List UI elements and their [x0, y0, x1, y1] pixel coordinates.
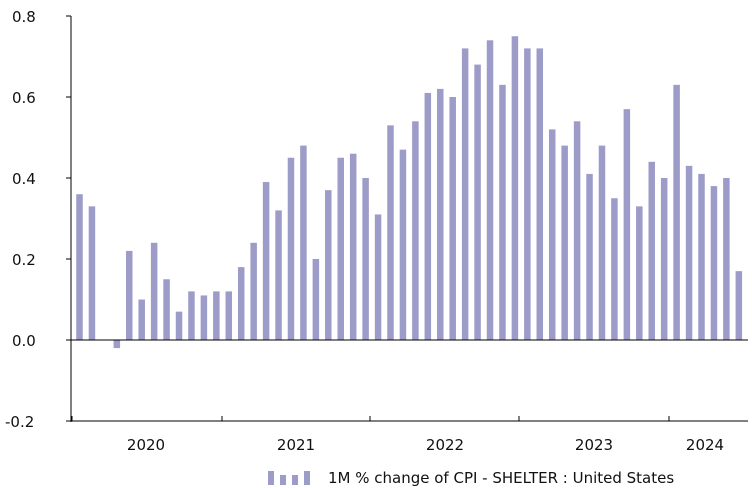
- bar: [213, 291, 220, 340]
- bar: [126, 250, 133, 340]
- bar: [312, 259, 320, 340]
- bar: [573, 121, 581, 340]
- bar: [200, 295, 208, 340]
- legend-swatch-bar: [292, 475, 298, 485]
- bar: [88, 206, 96, 340]
- legend-label: 1M % change of CPI - SHELTER : United St…: [328, 469, 674, 487]
- legend: 1M % change of CPI - SHELTER : United St…: [268, 469, 674, 487]
- bar: [188, 291, 195, 340]
- bar: [437, 88, 444, 341]
- y-tick-label: -0.2: [5, 413, 34, 431]
- bar: [636, 206, 643, 340]
- legend-swatch: [268, 471, 310, 485]
- x-tick-label: 2020: [127, 436, 165, 454]
- bar: [611, 198, 618, 340]
- y-tick-label: 0.8: [12, 8, 36, 26]
- x-axis: 2020 2021 2022 2023 2024: [71, 416, 748, 454]
- legend-swatch-bar: [280, 475, 286, 485]
- bar: [138, 299, 145, 340]
- bar: [449, 97, 456, 340]
- bar: [524, 48, 531, 341]
- bar: [412, 121, 419, 340]
- bar: [362, 178, 369, 340]
- x-tick-label: 2023: [575, 436, 613, 454]
- bar: [648, 161, 655, 340]
- bar: [461, 48, 469, 341]
- bar: [250, 242, 257, 340]
- bar: [300, 145, 307, 340]
- bar: [548, 129, 556, 340]
- bar: [275, 210, 282, 340]
- bar: [623, 109, 631, 341]
- bar: [698, 173, 705, 340]
- legend-swatch-bar: [268, 471, 274, 485]
- bar: [685, 165, 693, 340]
- bar: [225, 291, 233, 340]
- x-tick-label: 2022: [426, 436, 464, 454]
- x-tick-label: 2024: [686, 436, 724, 454]
- bar: [287, 157, 295, 340]
- bar: [325, 190, 332, 340]
- bar: [486, 40, 494, 341]
- bar: [163, 279, 170, 340]
- bar: [76, 194, 83, 340]
- bar: [237, 267, 245, 340]
- plot-area: [71, 36, 748, 349]
- bar: [499, 84, 506, 340]
- bar: [511, 36, 519, 340]
- bar: [598, 145, 606, 340]
- bar: [710, 186, 718, 340]
- bar: [113, 340, 121, 349]
- bar: [536, 48, 544, 341]
- bar: [262, 182, 270, 340]
- bar: [474, 64, 481, 340]
- bar: [374, 214, 382, 340]
- legend-swatch-bar: [304, 471, 310, 485]
- bar: [424, 92, 432, 340]
- bar: [586, 173, 593, 340]
- bar: [660, 178, 668, 340]
- x-tick-label: 2021: [277, 436, 315, 454]
- bar: [387, 125, 394, 340]
- y-axis: 0.8 0.6 0.4 0.2 0.0 -0.2: [5, 8, 72, 431]
- bar: [723, 178, 730, 340]
- bar: [150, 242, 158, 340]
- y-tick-label: 0.0: [12, 332, 36, 350]
- bar: [175, 311, 183, 340]
- bar: [399, 149, 407, 340]
- y-tick-label: 0.2: [12, 251, 36, 269]
- bar: [349, 153, 357, 340]
- bar: [673, 84, 680, 340]
- y-tick-label: 0.4: [12, 170, 36, 188]
- y-tick-label: 0.6: [12, 89, 36, 107]
- bar: [561, 145, 568, 340]
- bar: [337, 157, 344, 340]
- bar: [735, 271, 743, 340]
